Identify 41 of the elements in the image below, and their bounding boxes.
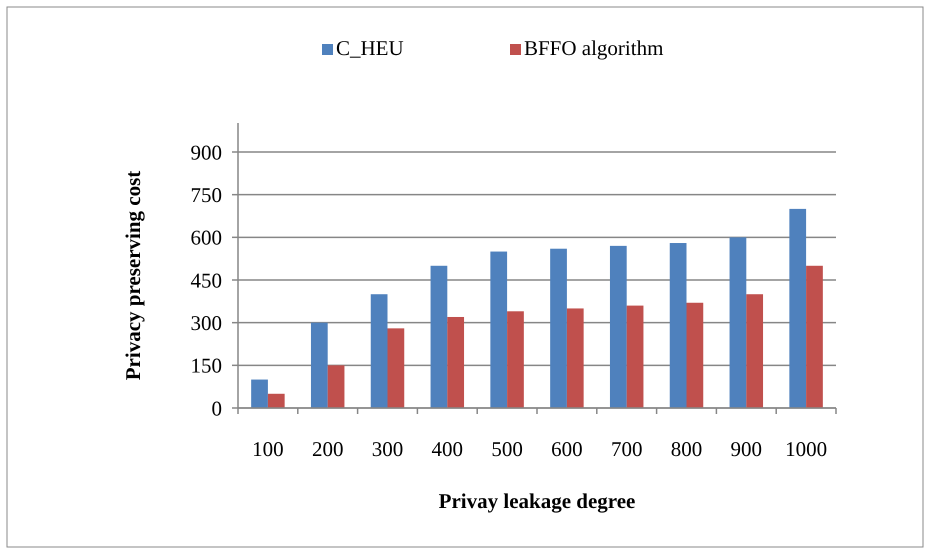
x-tick-label: 900 <box>730 437 762 461</box>
x-tick-label: 500 <box>491 437 523 461</box>
bar <box>507 311 524 408</box>
y-tick-label: 750 <box>190 183 222 208</box>
bar <box>447 316 464 408</box>
bar <box>268 394 285 408</box>
bar <box>746 294 764 408</box>
bar <box>430 266 448 408</box>
bar <box>566 308 584 408</box>
bar <box>328 365 344 408</box>
y-tick-label: 600 <box>190 226 222 250</box>
x-axis-title: Privay leakage degree <box>438 489 636 513</box>
bar <box>806 266 823 408</box>
bar <box>550 248 567 408</box>
y-tick-label: 450 <box>190 268 222 292</box>
bar <box>789 208 806 408</box>
y-axis-title: Privacy preserving cost <box>121 170 145 380</box>
bar <box>251 380 268 408</box>
legend-label: BFFO algorithm <box>524 36 664 60</box>
bar <box>370 294 388 408</box>
bar <box>310 322 328 408</box>
bar <box>490 252 508 408</box>
x-tick-label: 200 <box>312 437 344 461</box>
x-tick-label: 800 <box>670 437 702 461</box>
x-tick-label: 400 <box>432 437 464 461</box>
bar <box>388 328 404 408</box>
y-tick-label: 150 <box>190 354 222 378</box>
x-tick-label: 1000 <box>785 437 828 461</box>
bar <box>670 243 686 408</box>
x-tick-label: 300 <box>372 437 404 461</box>
bar <box>730 237 746 408</box>
y-tick-label: 900 <box>190 140 222 164</box>
y-tick-label: 0 <box>212 396 222 420</box>
bar <box>610 246 627 408</box>
y-tick-label: 300 <box>190 311 222 336</box>
bar <box>626 306 644 408</box>
bar <box>686 302 704 408</box>
x-tick-label: 600 <box>551 437 583 461</box>
x-tick-label: 100 <box>252 437 284 461</box>
legend-label: C_HEU <box>336 36 404 60</box>
x-tick-label: 700 <box>610 437 642 461</box>
